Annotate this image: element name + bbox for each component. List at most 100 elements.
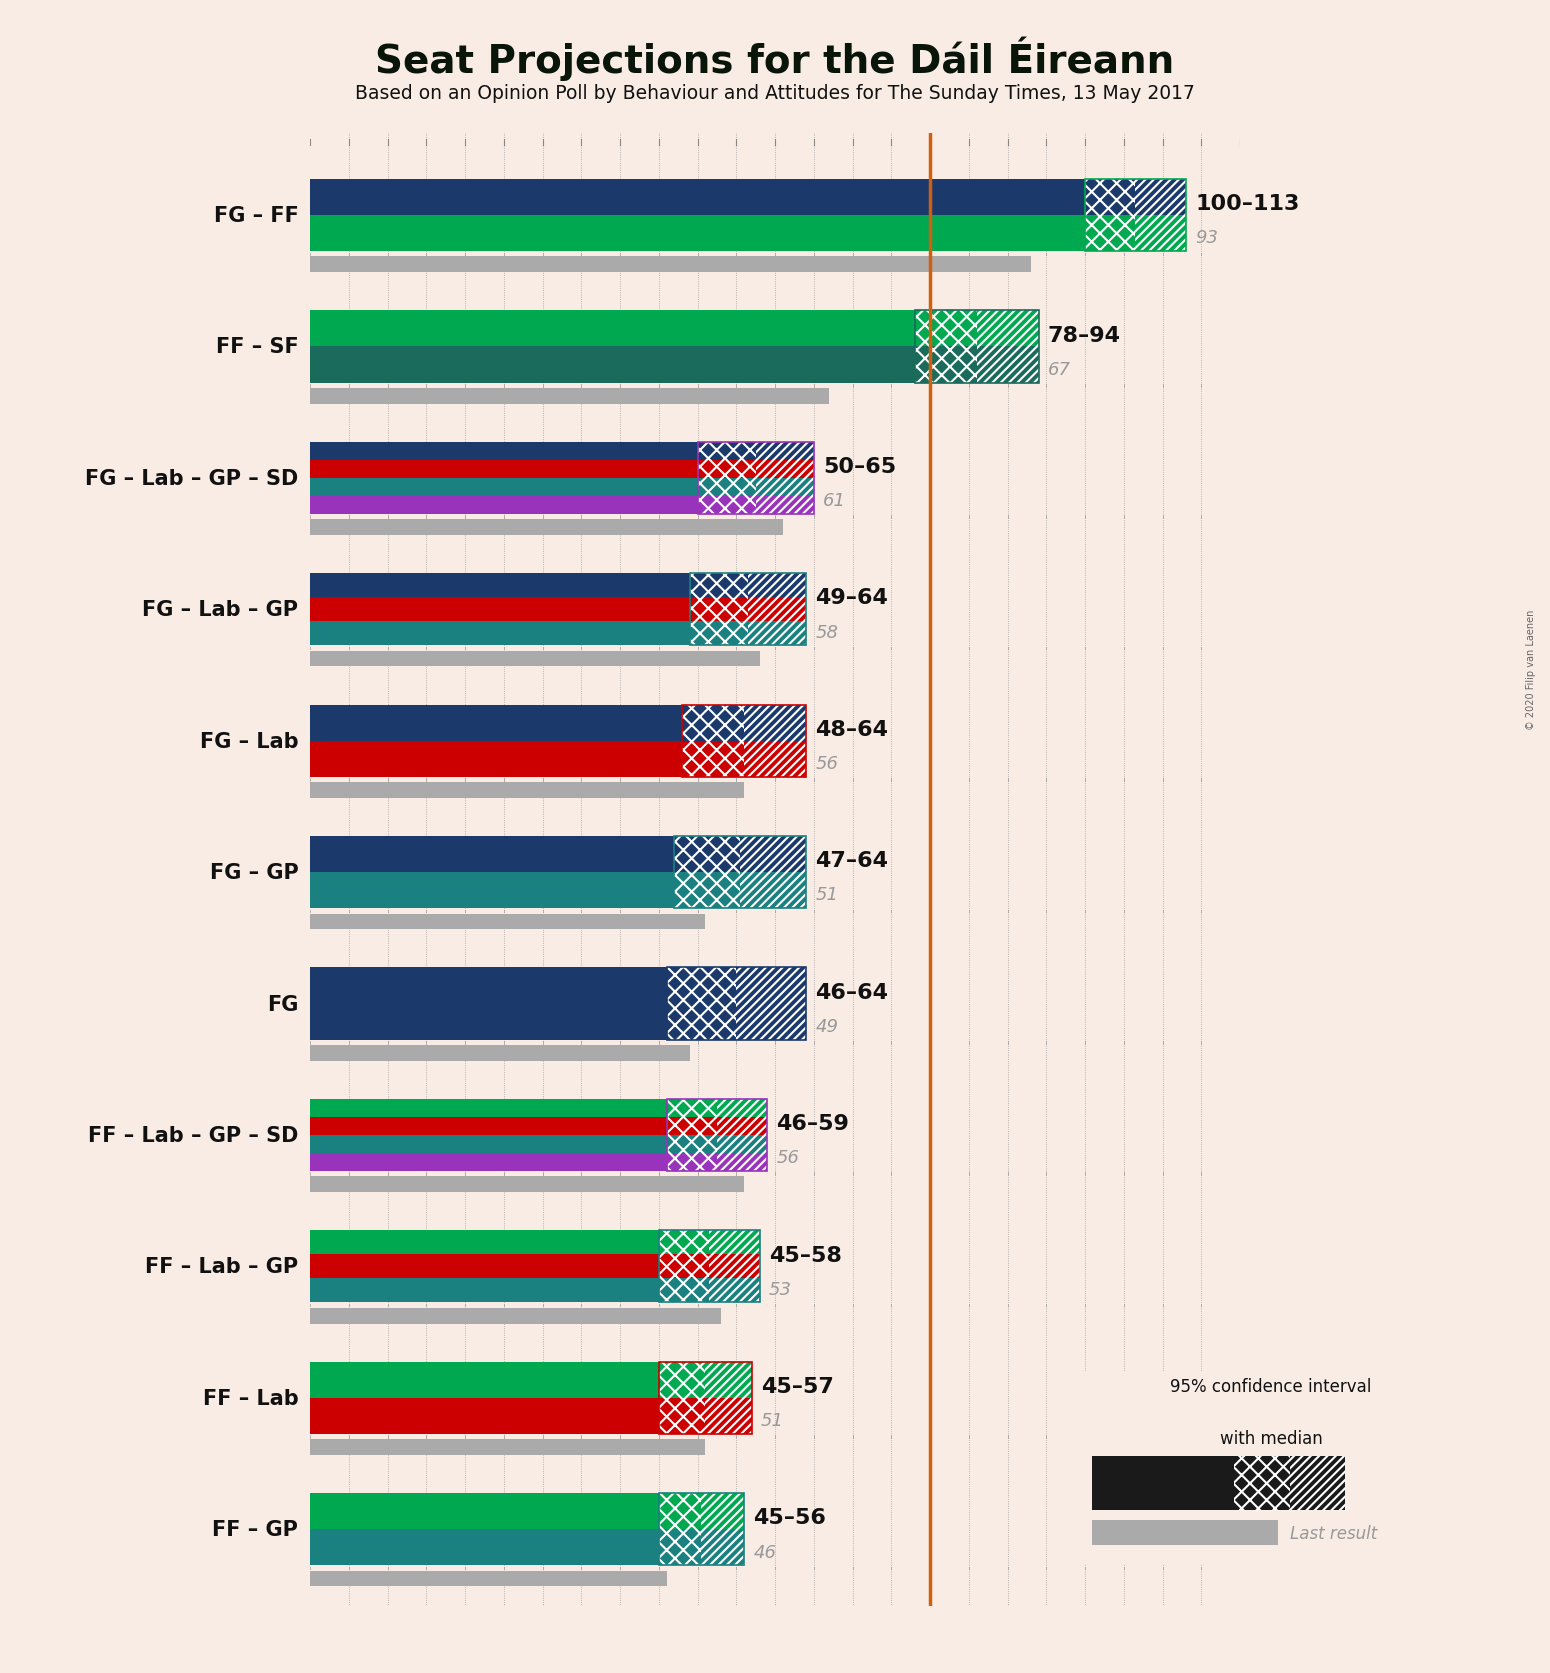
Bar [666,967,736,1041]
Bar [716,1153,767,1171]
Bar [747,574,806,597]
Text: 46–64: 46–64 [815,982,888,1002]
Bar [705,1362,752,1399]
Bar [698,460,756,478]
Text: FF – SF: FF – SF [215,338,298,358]
Bar [747,597,806,622]
Bar [914,311,976,348]
Bar [756,442,814,460]
Bar [674,873,741,908]
Bar [756,460,814,478]
Text: 45–56: 45–56 [753,1507,826,1527]
Bar [744,741,806,778]
Bar [1085,179,1135,216]
Text: FG – Lab – GP: FG – Lab – GP [143,601,298,621]
Bar [698,478,756,497]
Bar [310,783,744,798]
Bar [310,1255,659,1278]
Bar [1093,1457,1234,1511]
Bar [705,1399,752,1434]
Bar [747,574,806,597]
Bar [666,1153,716,1171]
Bar [756,442,814,460]
Bar [666,967,736,1041]
Bar [698,460,756,478]
Bar [756,460,814,478]
Bar [666,1118,716,1136]
Bar [698,478,756,497]
Bar [666,1099,716,1118]
Bar [698,442,814,515]
Text: Last result: Last result [1290,1524,1376,1543]
Text: FG – Lab: FG – Lab [200,731,298,751]
Bar [1093,1521,1279,1546]
Text: 51: 51 [761,1412,784,1429]
Bar [741,836,806,873]
Bar [1135,179,1186,216]
Bar [698,442,756,460]
Bar [310,1362,659,1399]
Bar [976,311,1038,348]
Bar [659,1255,710,1278]
Bar [747,622,806,646]
Text: FF – Lab: FF – Lab [203,1389,298,1409]
Bar [310,1099,666,1118]
Bar [310,622,690,646]
Text: FG: FG [267,994,298,1014]
Bar [701,1529,744,1566]
Bar [716,1118,767,1136]
Text: 45–58: 45–58 [769,1245,842,1265]
Bar [666,1099,767,1171]
Bar [976,311,1038,348]
Bar [659,1399,705,1434]
Text: 46–59: 46–59 [777,1114,849,1133]
Text: 61: 61 [823,492,846,510]
Bar [914,311,976,348]
Bar [690,622,747,646]
Bar [310,478,698,497]
Bar [310,388,829,405]
Text: 45–57: 45–57 [761,1377,834,1395]
Bar [666,1118,716,1136]
Bar [1085,216,1135,253]
Text: 67: 67 [1048,361,1071,378]
Bar [310,520,783,535]
Text: 49–64: 49–64 [815,589,888,607]
Bar [710,1230,759,1255]
Bar [744,741,806,778]
Bar [659,1230,710,1255]
Text: 51: 51 [815,887,839,903]
Bar [310,1278,659,1303]
Bar [914,311,1038,383]
Text: Based on an Opinion Poll by Behaviour and Attitudes for The Sunday Times, 13 May: Based on an Opinion Poll by Behaviour an… [355,84,1195,102]
Bar [659,1492,701,1529]
Bar [976,348,1038,383]
Text: 56: 56 [815,755,839,773]
Bar [310,460,698,478]
Bar [682,704,744,741]
Bar [705,1399,752,1434]
Text: with median: with median [1220,1429,1322,1447]
Bar [716,1099,767,1118]
Bar [690,622,747,646]
Bar [1085,179,1135,216]
Bar [690,574,806,646]
Bar [659,1230,710,1255]
Bar [310,311,914,348]
Bar [674,836,741,873]
Bar [659,1492,744,1566]
Bar [310,179,1085,216]
Text: 78–94: 78–94 [1048,326,1121,345]
Bar [310,1118,666,1136]
Bar [741,873,806,908]
Bar [310,704,682,741]
Bar [744,704,806,741]
Bar [716,1136,767,1153]
Bar [310,1136,666,1153]
Bar [310,1439,705,1456]
Bar [310,348,914,383]
Bar [710,1255,759,1278]
Bar [710,1230,759,1255]
Bar [310,497,698,515]
Bar [698,497,756,515]
